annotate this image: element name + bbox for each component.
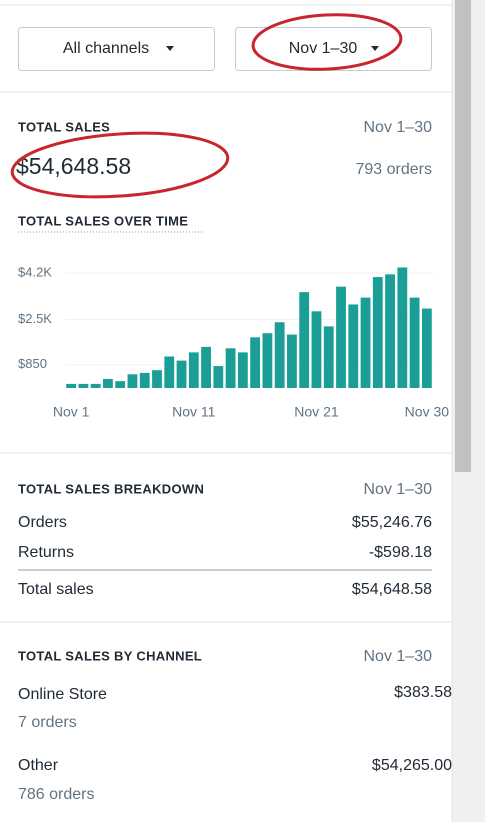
bar <box>164 356 175 388</box>
bar <box>201 346 211 388</box>
bar <box>287 334 297 388</box>
channel-amount: $383.58 <box>394 684 452 701</box>
bar <box>385 274 395 388</box>
bar <box>250 337 261 388</box>
bar <box>225 348 236 388</box>
row-label: Orders <box>18 514 67 531</box>
period: Nov 1–30 <box>364 481 433 498</box>
total-amount: $54,648.58 <box>16 153 131 179</box>
bar <box>66 383 77 388</box>
bar <box>78 383 89 388</box>
x-tick-label: Nov 21 <box>294 404 339 420</box>
x-tick-label: Nov 1 <box>53 404 90 420</box>
channel-orders: 7 orders <box>18 714 77 731</box>
channel-label: All channels <box>63 40 149 57</box>
bar <box>152 370 162 388</box>
caret <box>166 46 174 51</box>
date-button[interactable] <box>235 27 432 71</box>
bar <box>336 286 346 388</box>
bar <box>421 308 432 388</box>
bar <box>90 383 101 388</box>
row-value: $54,648.58 <box>352 581 432 598</box>
order-count: 793 orders <box>356 161 433 178</box>
channel-orders: 786 orders <box>18 786 95 803</box>
bar <box>115 381 126 388</box>
bar <box>409 297 420 388</box>
bar <box>372 277 383 388</box>
chart-title: TOTAL SALES OVER TIME <box>18 213 188 228</box>
bar <box>397 267 408 388</box>
section-title: TOTAL SALES BY CHANNEL <box>18 648 202 663</box>
chart: $850 $2.5K $4.2K Nov 1 Nov 11 Nov 21 Nov 30 <box>18 264 449 419</box>
bar <box>311 311 322 388</box>
row-value: -$598.18 <box>369 544 432 561</box>
section-title: TOTAL SALES BREAKDOWN <box>18 481 204 496</box>
y-tick-label: $850 <box>18 356 47 371</box>
caret <box>371 46 379 51</box>
section-title: TOTAL SALES <box>18 119 110 134</box>
date-label: Nov 1–30 <box>289 40 358 57</box>
channel-name: Online Store <box>18 686 107 703</box>
bar <box>262 333 273 388</box>
channel-button[interactable] <box>18 27 215 71</box>
row-value: $55,246.76 <box>352 514 432 531</box>
bar <box>348 304 359 388</box>
annotation-circle <box>251 13 403 71</box>
channel-name: Other <box>18 757 59 774</box>
scrollbar-thumb[interactable] <box>455 0 471 472</box>
annotation-circle <box>10 131 230 199</box>
channel-amount: $54,265.00 <box>372 757 452 774</box>
bar <box>139 372 150 388</box>
bar <box>323 326 334 388</box>
bar <box>176 360 187 388</box>
period: Nov 1–30 <box>364 119 433 136</box>
x-tick-label: Nov 11 <box>172 404 216 420</box>
row-label: Returns <box>18 544 74 561</box>
bar <box>237 352 248 388</box>
bar <box>299 292 310 388</box>
bar <box>103 378 113 388</box>
period: Nov 1–30 <box>364 648 433 665</box>
row-label: Total sales <box>18 581 94 598</box>
bar <box>360 297 371 388</box>
bar <box>188 352 199 388</box>
y-tick-label: $2.5K <box>18 311 52 326</box>
y-tick-label: $4.2K <box>18 264 52 279</box>
bar <box>213 366 224 388</box>
bar <box>127 374 138 388</box>
x-tick-label: Nov 30 <box>405 404 450 420</box>
bar <box>274 322 285 388</box>
